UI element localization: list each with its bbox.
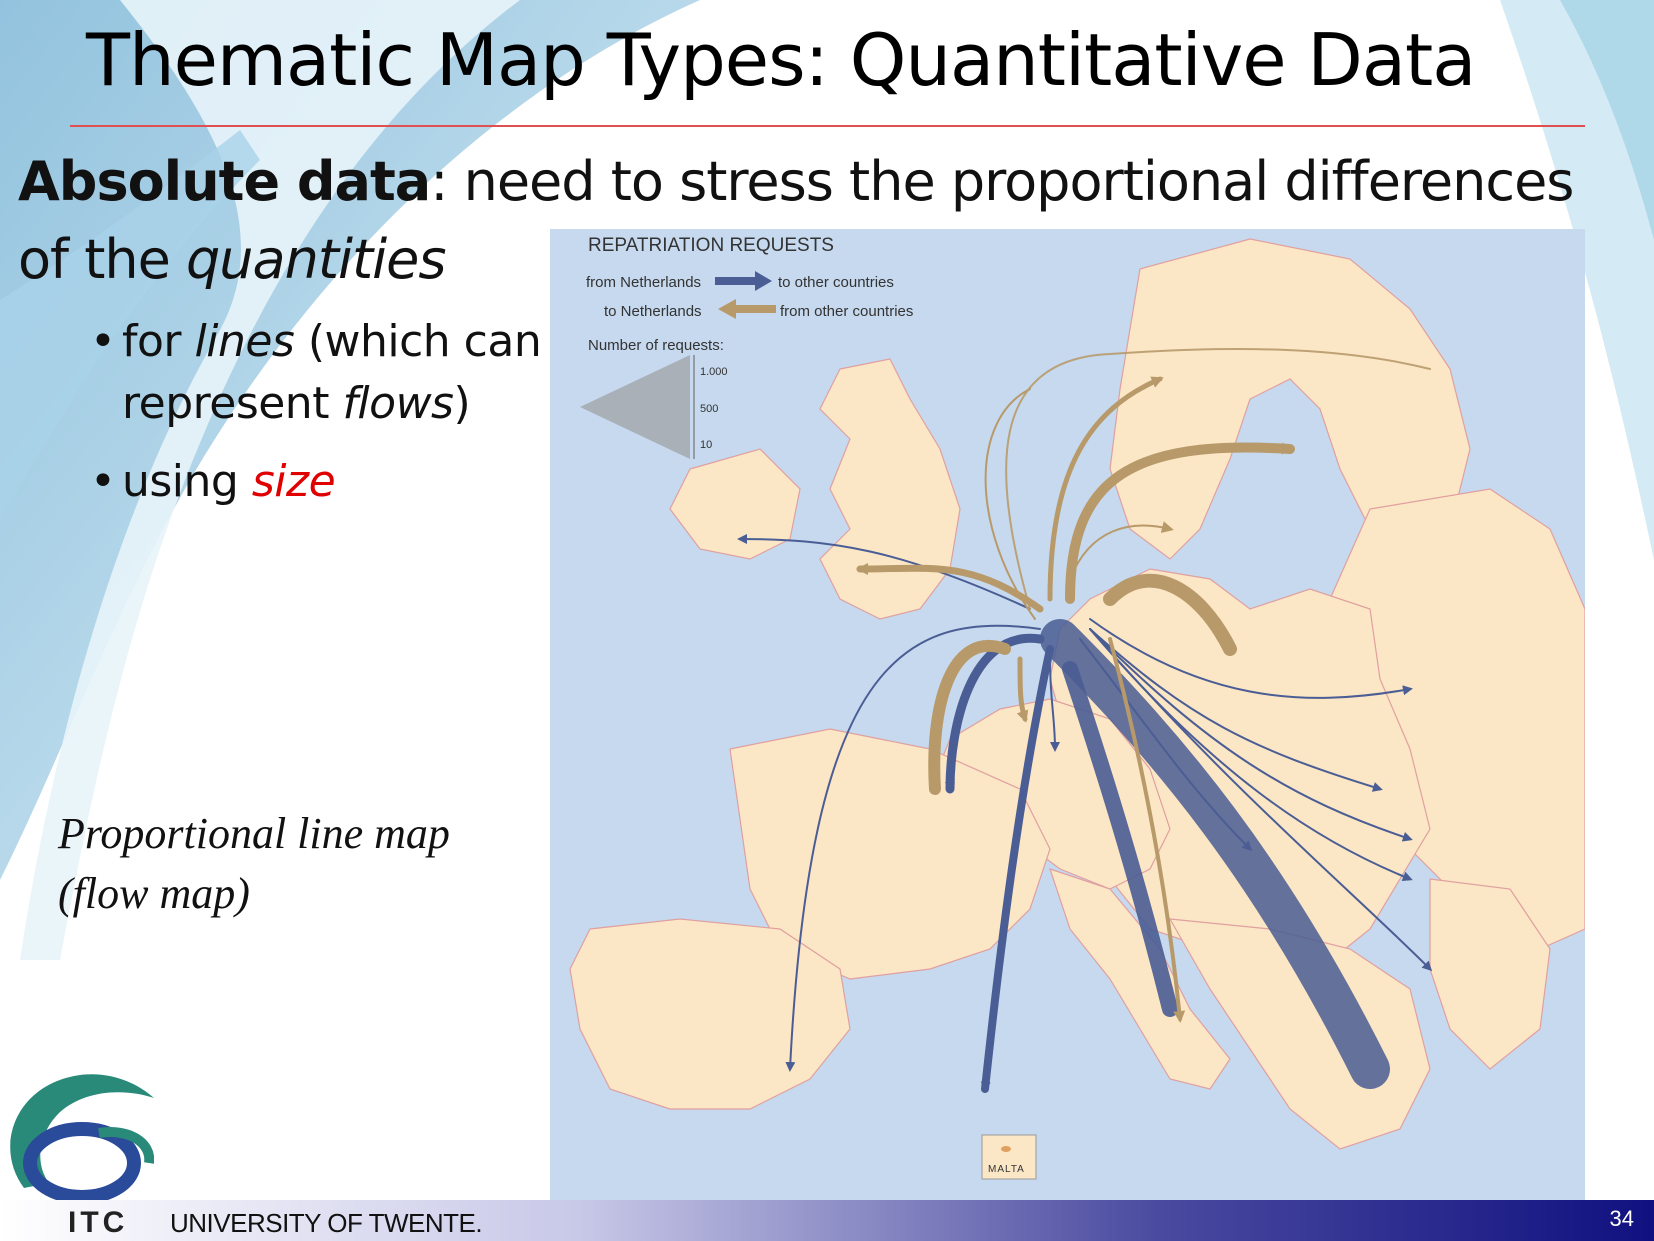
bullet-text: represent (122, 378, 343, 429)
bullet-lines: • for lines (which can (90, 316, 542, 367)
caption-line-1: Proportional line map (58, 809, 450, 858)
malta-label: MALTA (988, 1164, 1025, 1175)
bullet-dot: • (90, 316, 116, 367)
legend-inbound-arrow (718, 299, 776, 319)
slide-title: Thematic Map Types: Quantitative Data (86, 18, 1476, 102)
scale-tick-1000: 1.000 (700, 366, 728, 378)
bullet-dot: • (90, 456, 116, 507)
lead-text: : need to stress the proportional differ… (430, 150, 1574, 213)
lead-bold-term: Absolute data (18, 150, 431, 213)
legend-scale-wedge (580, 355, 690, 459)
bullet-lines-cont: represent flows) (122, 378, 471, 429)
itc-logo (10, 1074, 154, 1204)
map-title: REPATRIATION REQUESTS (588, 235, 834, 256)
legend-to-nl-right: from other countries (780, 303, 913, 320)
bullet-text: for (122, 316, 195, 367)
land (569, 238, 1585, 1150)
bullet-italic: flows (342, 378, 454, 429)
inbound-flows (856, 348, 1431, 1023)
lead-line-1: Absolute data: need to stress the propor… (18, 150, 1574, 213)
page-number: 34 (1609, 1206, 1634, 1231)
footer-bar (0, 1200, 1654, 1241)
outbound-flows (737, 534, 1433, 1093)
lead-line-2-italic: quantities (186, 228, 447, 291)
legend-from-nl-right: to other countries (778, 274, 894, 291)
bullet-text: (which can (294, 316, 542, 367)
map-legend: REPATRIATION REQUESTS from Netherlands t… (580, 235, 913, 459)
legend-from-nl-left: from Netherlands (586, 274, 701, 291)
bullet-text: using (122, 456, 252, 507)
title-divider (70, 125, 1585, 127)
bullet-size: • using size (90, 456, 336, 507)
legend-count-label: Number of requests: (588, 337, 724, 354)
malta-inset: MALTA (981, 1134, 1037, 1180)
legend-to-nl-left: to Netherlands (604, 303, 702, 320)
bullet-italic: lines (194, 316, 295, 367)
bullet-text: ) (453, 378, 471, 429)
scale-tick-500: 500 (700, 403, 718, 415)
lead-line-2-text: of the (18, 228, 186, 291)
bullet-highlight: size (251, 456, 336, 507)
scale-tick-10: 10 (700, 439, 712, 451)
footer-org-name: UNIVERSITY OF TWENTE. (170, 1208, 483, 1238)
caption-line-2: (flow map) (58, 869, 250, 918)
footer-org-short: ITC (68, 1206, 129, 1239)
lead-line-2: of the quantities (18, 228, 447, 291)
legend-outbound-arrow (715, 271, 772, 291)
flow-map: REPATRIATION REQUESTS from Netherlands t… (550, 229, 1585, 1200)
